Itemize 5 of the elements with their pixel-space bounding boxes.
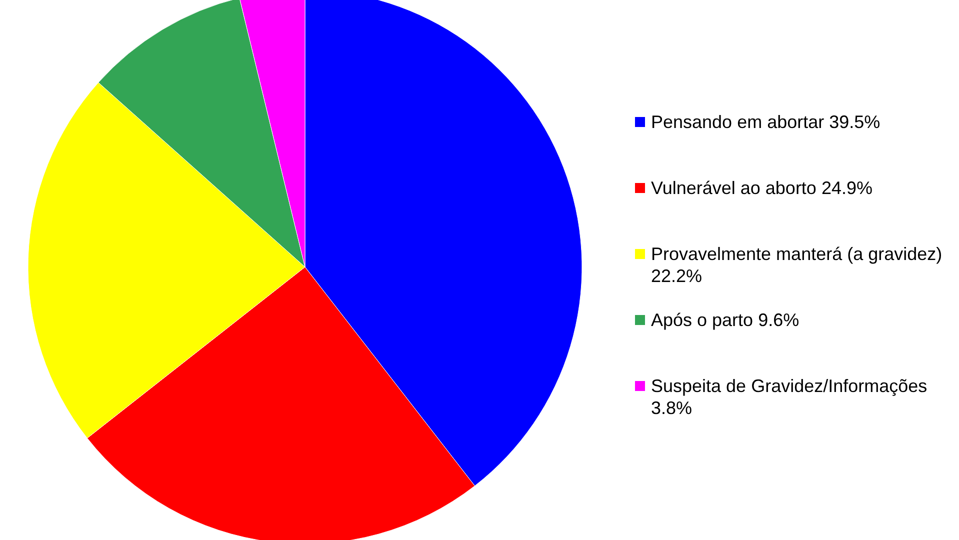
legend-label: Suspeita de Gravidez/Informações 3.8% (651, 376, 928, 418)
legend-label: Pensando em abortar 39.5% (651, 112, 880, 132)
legend-label: Vulnerável ao aborto 24.9% (651, 178, 872, 198)
legend-label: Provavelmente manterá (a gravidez) 22.2% (651, 244, 942, 286)
legend-label: Após o parto 9.6% (651, 310, 800, 330)
